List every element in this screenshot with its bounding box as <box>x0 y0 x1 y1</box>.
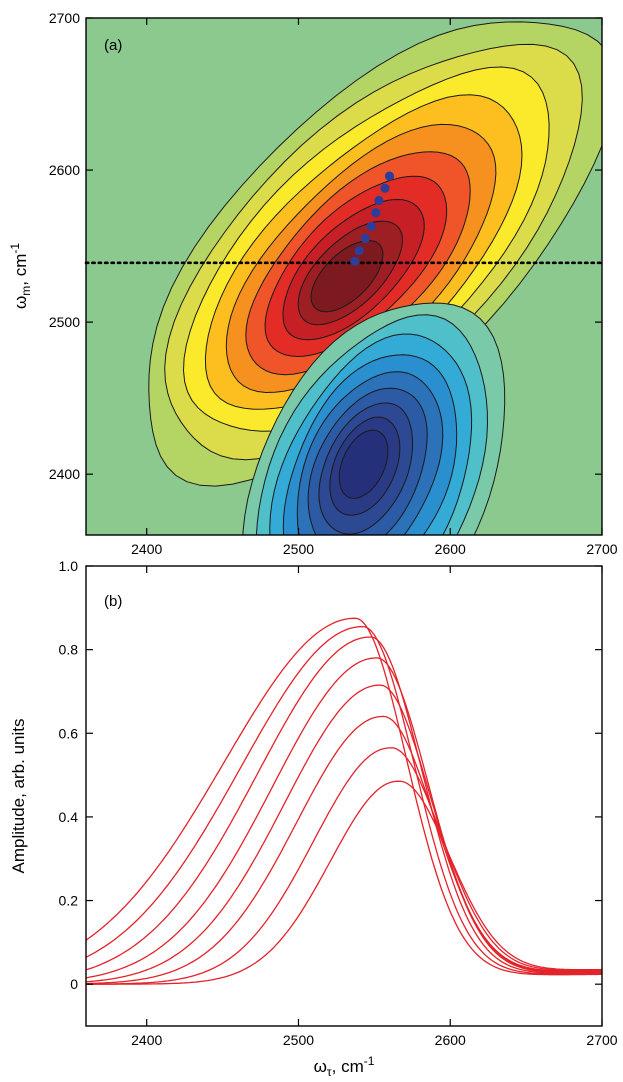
x-tick-label-b: 2700 <box>586 1032 617 1048</box>
amplitude-curve <box>86 625 602 975</box>
contour-panel: 2400 2500 2600 2700 2400 2500 2600 2700 (a) ωm,… <box>8 10 618 557</box>
x-axis-label-b: ωτ, cm-1 <box>314 1054 375 1079</box>
center-line-point <box>360 233 370 244</box>
x-label-omega: ω <box>314 1057 327 1076</box>
center-line-point <box>350 256 360 266</box>
center-line-points <box>350 171 395 266</box>
center-line-point <box>374 195 384 206</box>
amplitude-curve <box>86 617 602 976</box>
line-panel: 2400 2500 2600 2700 0 0.2 0.4 0.6 0.8 1.0 (b) Amp… <box>9 558 618 1079</box>
y-axis-label-a: ωm, cm-1 <box>8 243 33 309</box>
y-tick-label-b: 0.4 <box>59 809 79 825</box>
x-tick-label-a: 2500 <box>283 541 314 557</box>
contour-levels <box>148 21 602 535</box>
y-tick-label-b: 0 <box>70 976 78 992</box>
center-line-point <box>371 208 381 218</box>
amplitude-curve <box>86 684 602 983</box>
x-tick-label-a: 2400 <box>131 541 162 557</box>
y-tick-label-a: 2600 <box>49 162 80 178</box>
amplitude-curve <box>86 747 602 985</box>
panel-label-a: (a) <box>104 37 122 54</box>
plot-frame-a <box>85 17 603 536</box>
amplitude-curve <box>86 780 602 985</box>
axis-ticks-b: 2400 2500 2600 2700 0 0.2 0.4 0.6 0.8 1.0 <box>59 558 618 1048</box>
y-label-unit: , cm <box>11 254 30 286</box>
amplitude-curve <box>86 657 602 979</box>
y-axis-label-b: Amplitude, arb. units <box>9 719 28 874</box>
x-tick-label-b: 2500 <box>283 1032 314 1048</box>
y-tick-label-a: 2500 <box>49 314 80 330</box>
x-tick-label-b: 2400 <box>131 1032 162 1048</box>
x-label-sub: τ <box>327 1065 332 1079</box>
x-tick-label-a: 2700 <box>586 541 617 557</box>
axis-ticks-a: 2400 2500 2600 2700 2400 2500 2600 2700 <box>49 10 618 557</box>
center-line-point <box>380 183 390 193</box>
panel-label-b: (b) <box>104 593 122 610</box>
y-label-omega: ω <box>11 296 30 309</box>
y-tick-label-b: 0.2 <box>59 893 79 909</box>
amplitude-curve <box>86 715 602 985</box>
amplitude-curve <box>86 636 602 974</box>
center-line-point <box>354 246 364 256</box>
center-line-point <box>366 221 376 231</box>
positive-contour-level <box>310 239 384 313</box>
y-tick-label-b: 0.6 <box>59 725 79 741</box>
y-tick-label-b: 0.8 <box>59 642 79 658</box>
plot-frame-b <box>85 565 603 1027</box>
x-label-sup: -1 <box>364 1054 375 1068</box>
y-tick-label-a: 2700 <box>49 10 80 26</box>
x-tick-label-a: 2600 <box>435 541 466 557</box>
negative-contour-level <box>338 429 389 499</box>
y-label-sub: m <box>19 286 33 296</box>
y-tick-label-a: 2400 <box>49 466 80 482</box>
x-label-unit: , cm <box>332 1057 364 1076</box>
x-tick-label-b: 2600 <box>435 1032 466 1048</box>
y-tick-label-b: 1.0 <box>59 558 79 574</box>
amplitude-curves <box>86 617 602 985</box>
center-line-point <box>384 171 395 181</box>
y-label-sup: -1 <box>8 243 22 254</box>
